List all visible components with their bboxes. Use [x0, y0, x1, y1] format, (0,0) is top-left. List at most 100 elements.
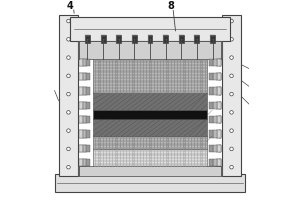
Bar — [148, 35, 152, 43]
Bar — [213, 73, 217, 80]
Bar — [217, 130, 220, 138]
Bar — [86, 87, 90, 95]
Bar — [80, 59, 83, 66]
Bar — [217, 59, 220, 66]
Bar — [216, 159, 220, 166]
Bar — [220, 41, 222, 59]
Bar — [84, 130, 86, 138]
Bar — [213, 102, 217, 109]
Bar — [83, 116, 87, 123]
Bar — [213, 87, 217, 95]
Bar — [209, 73, 213, 80]
Bar — [84, 145, 86, 152]
Bar — [80, 59, 84, 66]
Bar — [219, 130, 221, 138]
Circle shape — [230, 129, 233, 132]
Bar — [219, 102, 221, 109]
Bar — [213, 59, 217, 66]
Bar — [209, 116, 213, 123]
Bar — [86, 145, 90, 152]
Circle shape — [67, 74, 70, 78]
Bar — [86, 102, 90, 109]
Text: 4: 4 — [67, 1, 74, 11]
Bar — [86, 116, 90, 123]
Circle shape — [67, 165, 70, 169]
Bar — [132, 35, 137, 43]
Circle shape — [230, 111, 233, 114]
Bar — [213, 159, 217, 166]
Circle shape — [230, 74, 233, 78]
Bar — [80, 73, 84, 80]
Circle shape — [230, 38, 233, 41]
Bar — [217, 116, 220, 123]
Bar — [220, 166, 222, 176]
Bar — [209, 130, 213, 138]
Bar — [93, 59, 207, 93]
Bar — [209, 159, 213, 166]
Bar — [213, 145, 217, 152]
Circle shape — [230, 165, 233, 169]
Bar — [58, 15, 78, 176]
Bar — [80, 130, 84, 138]
Bar — [163, 35, 168, 43]
Bar — [86, 73, 90, 80]
Bar — [100, 35, 106, 43]
Bar — [116, 35, 121, 43]
Bar — [80, 116, 83, 123]
Bar — [216, 59, 220, 66]
Bar — [216, 116, 220, 123]
Bar — [216, 102, 220, 109]
Circle shape — [230, 92, 233, 96]
Circle shape — [67, 19, 70, 23]
Bar — [217, 102, 220, 109]
Bar — [222, 15, 242, 176]
Bar — [80, 130, 83, 138]
Circle shape — [67, 111, 70, 114]
Bar — [216, 145, 220, 152]
Bar — [213, 130, 217, 138]
Bar — [209, 59, 213, 66]
Bar — [55, 174, 245, 192]
Bar — [84, 87, 86, 95]
Bar — [78, 166, 80, 176]
Bar — [219, 73, 221, 80]
Circle shape — [67, 38, 70, 41]
Bar — [84, 73, 86, 80]
Bar — [80, 87, 83, 95]
Bar — [80, 102, 84, 109]
Bar — [209, 102, 213, 109]
Bar — [83, 102, 87, 109]
Circle shape — [230, 56, 233, 59]
Bar — [216, 73, 220, 80]
Circle shape — [67, 147, 70, 151]
Text: 8: 8 — [167, 1, 174, 11]
Bar — [80, 159, 83, 166]
Bar — [86, 159, 90, 166]
Bar — [209, 87, 213, 95]
Bar — [93, 136, 207, 149]
Bar — [80, 159, 84, 166]
Bar — [219, 159, 221, 166]
Bar — [216, 87, 220, 95]
Circle shape — [230, 147, 233, 151]
Bar — [80, 145, 84, 152]
Bar — [194, 35, 200, 43]
Bar — [219, 145, 221, 152]
Bar — [93, 119, 207, 136]
Bar — [80, 166, 220, 176]
Bar — [83, 159, 87, 166]
Bar — [219, 59, 221, 66]
Bar — [80, 41, 220, 59]
Bar — [93, 110, 207, 119]
Bar — [83, 59, 87, 66]
Bar — [84, 102, 86, 109]
Bar — [80, 87, 84, 95]
Bar — [219, 116, 221, 123]
Bar — [83, 73, 87, 80]
Circle shape — [67, 92, 70, 96]
Bar — [217, 145, 220, 152]
Bar — [93, 149, 207, 166]
Bar — [86, 59, 90, 66]
Bar — [83, 87, 87, 95]
Circle shape — [67, 56, 70, 59]
